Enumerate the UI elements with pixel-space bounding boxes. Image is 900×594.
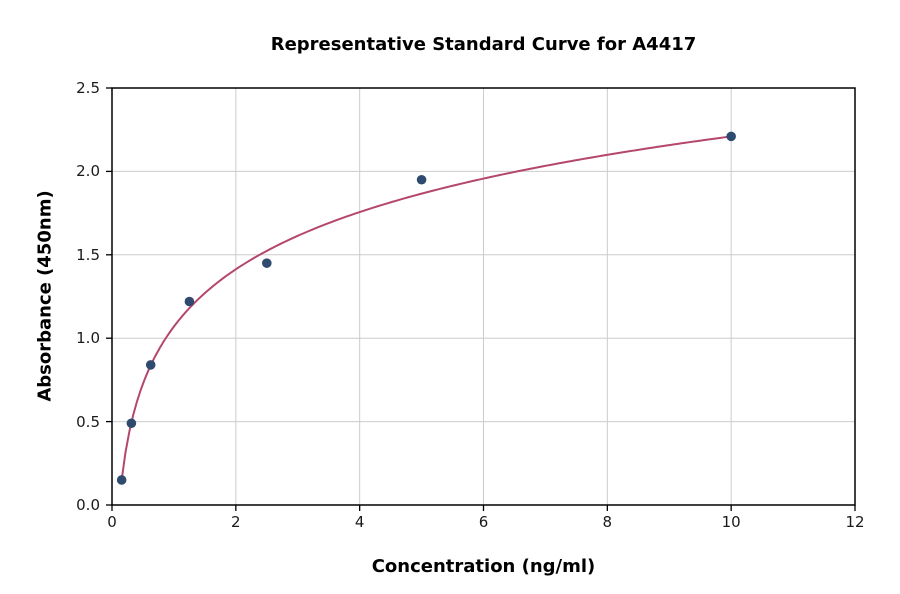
data-point	[726, 131, 736, 142]
y-tick-label: 0.0	[76, 496, 100, 514]
x-tick-label: 8	[602, 513, 613, 531]
y-axis-label: Absorbance (450nm)	[34, 190, 56, 402]
data-point	[261, 258, 272, 268]
y-tick-label: 0.5	[76, 412, 100, 431]
x-tick-label: 12	[845, 513, 865, 531]
y-tick-label: 1.0	[76, 329, 100, 348]
plot-frame	[111, 87, 856, 506]
data-point	[184, 296, 195, 307]
data-point	[126, 418, 137, 429]
y-tick-label: 2.5	[76, 79, 100, 97]
chart-title: Representative Standard Curve for A4417	[270, 34, 697, 55]
x-tick-label: 6	[478, 513, 489, 531]
x-tick-label: 2	[231, 513, 241, 531]
fit-curve	[120, 135, 732, 481]
x-axis-label: Concentration (ng/ml)	[371, 556, 596, 577]
y-tick-label: 1.5	[76, 245, 100, 264]
x-tick-label: 0	[107, 513, 117, 531]
x-tick-label: 10	[721, 513, 741, 531]
x-tick-label: 4	[354, 513, 365, 531]
data-point	[416, 174, 427, 185]
data-point	[116, 475, 127, 485]
data-point	[145, 360, 156, 370]
y-tick-label: 2.0	[76, 162, 100, 181]
